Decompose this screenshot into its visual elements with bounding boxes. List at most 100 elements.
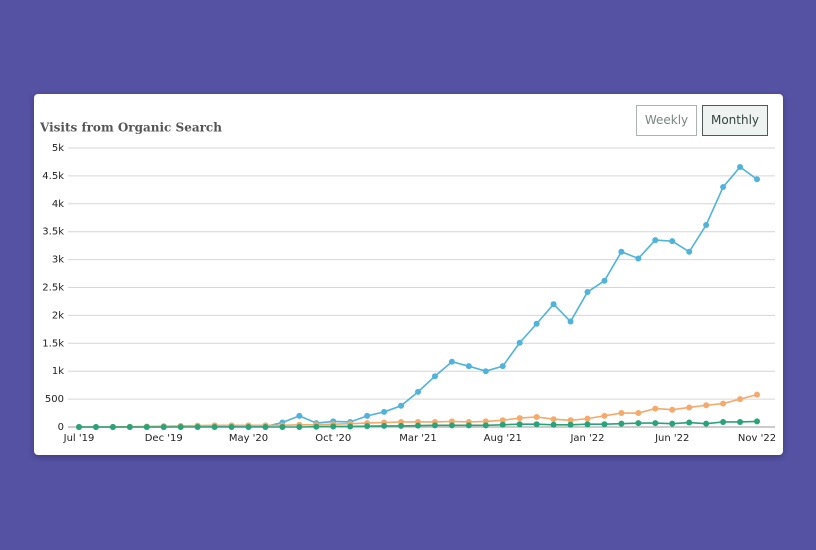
x-tick-label: Dec '19 <box>145 433 183 444</box>
data-point <box>194 424 201 430</box>
x-tick-label: Oct '20 <box>315 433 351 444</box>
data-point <box>296 424 303 430</box>
data-point <box>550 301 557 308</box>
y-tick-label: 0 <box>58 422 64 433</box>
data-point <box>92 424 99 430</box>
data-point <box>584 288 591 295</box>
data-point <box>652 405 659 412</box>
data-point <box>550 421 557 428</box>
data-point <box>737 163 744 170</box>
data-point <box>279 424 286 430</box>
data-point <box>703 222 710 229</box>
data-point <box>516 415 523 422</box>
data-point <box>448 422 455 429</box>
data-point <box>381 422 388 429</box>
data-point <box>584 415 591 422</box>
data-point <box>347 423 354 430</box>
data-point <box>499 417 506 424</box>
data-point <box>635 410 642 417</box>
data-point <box>737 418 744 425</box>
data-point <box>76 424 82 430</box>
data-point <box>737 396 744 403</box>
x-tick-label: Jan '22 <box>569 433 604 444</box>
y-tick-label: 4k <box>52 199 64 210</box>
data-point <box>364 412 371 419</box>
series-line <box>79 165 758 428</box>
data-point <box>618 248 625 255</box>
chart: Visits from Organic Search 0 500 1k 1.5k 2k 2… <box>39 121 776 445</box>
data-point <box>448 358 455 365</box>
data-point <box>686 419 693 426</box>
chart-card: Weekly Monthly Visits from Organic Searc… <box>34 94 783 455</box>
y-tick-label: 1.5k <box>42 338 64 349</box>
data-point <box>177 424 184 430</box>
data-point <box>245 424 252 430</box>
data-point <box>533 413 540 420</box>
data-point <box>584 421 591 428</box>
data-point <box>211 424 218 430</box>
data-point <box>482 368 489 375</box>
x-tick-label: Jun '22 <box>654 433 689 444</box>
data-point <box>635 420 642 427</box>
data-point <box>567 318 574 325</box>
data-point <box>754 176 760 183</box>
x-tick-label: May '20 <box>229 433 268 444</box>
y-tick-label: 5k <box>52 143 64 154</box>
data-point <box>567 417 574 424</box>
y-tick-label: 1k <box>52 366 64 377</box>
data-point <box>482 422 489 429</box>
data-point <box>652 237 659 244</box>
data-point <box>720 400 727 407</box>
data-point <box>669 406 676 413</box>
data-point <box>720 418 727 425</box>
data-point <box>364 423 371 430</box>
x-tick-label: Mar '21 <box>399 433 437 444</box>
data-point <box>516 421 523 428</box>
data-point <box>601 412 608 419</box>
data-point <box>669 238 676 245</box>
data-point <box>618 410 625 417</box>
data-point <box>109 424 116 430</box>
data-point <box>143 424 150 430</box>
data-point <box>499 421 506 428</box>
data-point <box>415 422 421 429</box>
y-tick-label: 4.5k <box>42 171 64 182</box>
data-point <box>567 421 574 428</box>
data-point <box>516 339 523 346</box>
data-point <box>754 418 760 425</box>
data-point <box>720 184 727 191</box>
data-point <box>398 402 405 409</box>
data-point <box>415 388 421 395</box>
data-point <box>465 422 472 429</box>
data-point <box>550 416 557 423</box>
data-point <box>296 412 303 419</box>
data-point <box>262 424 269 430</box>
data-point <box>160 424 167 430</box>
y-tick-label: 3.5k <box>42 227 64 238</box>
data-point <box>686 248 693 255</box>
data-point <box>330 423 337 430</box>
data-point <box>228 424 235 430</box>
monthly-button[interactable]: Monthly <box>702 105 768 136</box>
data-point <box>465 363 472 370</box>
data-point <box>533 320 540 327</box>
data-point <box>686 404 693 411</box>
data-point <box>499 363 506 370</box>
data-point <box>635 255 642 262</box>
y-tick-label: 3k <box>52 255 64 266</box>
data-point <box>431 373 438 380</box>
data-point <box>754 391 760 398</box>
y-tick-label: 2k <box>52 310 64 321</box>
data-point <box>601 421 608 428</box>
x-tick-label: Nov '22 <box>738 433 776 444</box>
data-point <box>398 422 405 429</box>
data-point <box>601 277 608 284</box>
weekly-button[interactable]: Weekly <box>636 105 697 136</box>
data-point <box>618 420 625 427</box>
data-point <box>533 421 540 428</box>
data-point <box>703 402 710 409</box>
data-point <box>431 422 438 429</box>
data-point <box>381 408 388 415</box>
y-tick-label: 500 <box>45 394 64 405</box>
x-tick-label: Jul '19 <box>63 433 95 444</box>
